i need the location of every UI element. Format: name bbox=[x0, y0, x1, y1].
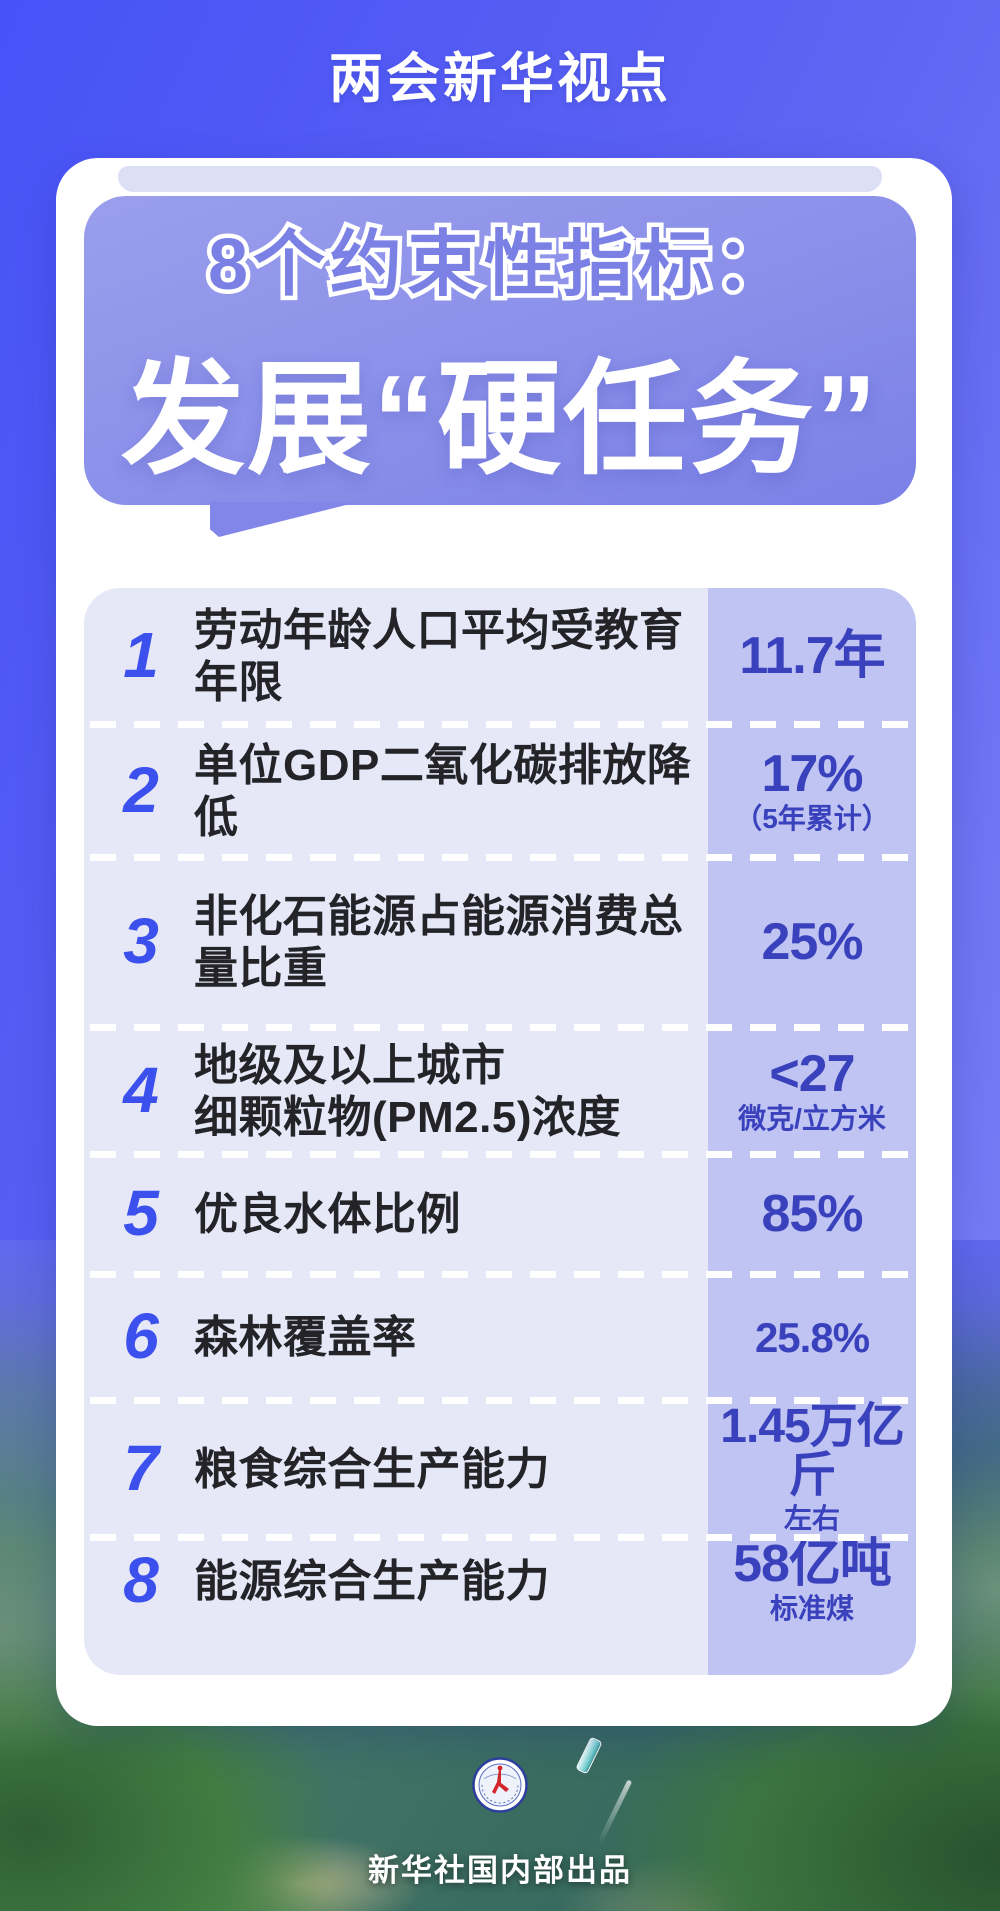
row-value: 1.45万亿斤 bbox=[720, 1400, 904, 1503]
row-value: 17% bbox=[761, 744, 863, 803]
row-number: 3 bbox=[123, 905, 159, 977]
row-label: 能源综合生产能力 bbox=[194, 1556, 550, 1608]
row-number: 8 bbox=[123, 1543, 159, 1616]
row-value-area: 85% bbox=[708, 1155, 916, 1275]
content-card: 8个约束性指标： 8个约束性指标： 发展“硬任务” 1 劳动年龄人口平均受教育年… bbox=[56, 158, 952, 1726]
table-row: 3 非化石能源占能源消费总量比重 25% bbox=[84, 854, 916, 1028]
indicator-rows: 1 劳动年龄人口平均受教育年限 11.7年 2 bbox=[84, 588, 916, 1675]
row-label-line1: 优良水体比例 bbox=[194, 1190, 461, 1240]
row-label: 劳动年龄人口平均受教育年限 bbox=[194, 605, 708, 709]
row-label: 地级及以上城市 细颗粒物(PM2.5)浓度 bbox=[194, 1040, 621, 1144]
row-value-area: 58亿吨 标准煤 bbox=[708, 1535, 916, 1625]
title-speech-bubble: 8个约束性指标： 8个约束性指标： 发展“硬任务” bbox=[84, 196, 916, 505]
row-number: 2 bbox=[123, 753, 159, 826]
card-fold-decoration bbox=[118, 166, 882, 192]
row-number: 4 bbox=[123, 1053, 159, 1126]
row-label-line1: 单位GDP二氧化碳排放降低 bbox=[194, 740, 692, 842]
row-number: 1 bbox=[123, 618, 159, 691]
row-value-unit: 标准煤 bbox=[769, 1593, 854, 1625]
row-number: 6 bbox=[123, 1300, 159, 1372]
subtitle: 8个约束性指标： 8个约束性指标： bbox=[203, 223, 793, 308]
row-value-unit: 微克/立方米 bbox=[738, 1102, 886, 1134]
row-label-line1: 森林覆盖率 bbox=[194, 1313, 417, 1363]
table-row: 2 单位GDP二氧化碳排放降低 17% （5年累计） bbox=[84, 721, 916, 858]
table-row: 6 森林覆盖率 25.8% bbox=[84, 1271, 916, 1401]
table-row: 4 地级及以上城市 细颗粒物(PM2.5)浓度 <27 微克/立方米 bbox=[84, 1024, 916, 1155]
row-value: 25.8% bbox=[754, 1313, 870, 1361]
row-label-area: 2 单位GDP二氧化碳排放降低 bbox=[84, 740, 708, 844]
table-row: 1 劳动年龄人口平均受教育年限 11.7年 bbox=[84, 588, 916, 725]
row-value-area: 11.7年 bbox=[708, 588, 916, 725]
value-column-background bbox=[708, 588, 916, 1675]
xinhua-emblem-icon bbox=[472, 1757, 528, 1813]
row-label-area: 1 劳动年龄人口平均受教育年限 bbox=[84, 605, 708, 709]
row-label-area: 5 优良水体比例 bbox=[84, 1177, 708, 1252]
publisher-credit: 新华社国内部出品 bbox=[368, 1853, 632, 1888]
row-label-area: 8 能源综合生产能力 bbox=[84, 1543, 708, 1619]
row-label-line1: 地级及以上城市 bbox=[194, 1040, 506, 1090]
table-row: 8 能源综合生产能力 58亿吨 标准煤 bbox=[84, 1533, 916, 1625]
row-label: 森林覆盖率 bbox=[194, 1312, 417, 1364]
row-number: 5 bbox=[123, 1177, 159, 1249]
row-label: 单位GDP二氧化碳排放降低 bbox=[194, 740, 708, 844]
speech-bubble-tail bbox=[210, 502, 358, 537]
row-number: 7 bbox=[123, 1431, 159, 1504]
row-value-area: 25% bbox=[708, 858, 916, 1028]
row-value: 85% bbox=[761, 1185, 863, 1244]
row-value: 58亿吨 bbox=[733, 1535, 892, 1593]
row-value-unit: （5年累计） bbox=[734, 802, 890, 834]
row-label: 优良水体比例 bbox=[194, 1189, 461, 1241]
main-title: 发展“硬任务” bbox=[120, 351, 879, 489]
banner-title: 两会新华视点 bbox=[329, 49, 671, 109]
row-label-line1: 能源综合生产能力 bbox=[194, 1556, 550, 1606]
row-label-line1: 粮食综合生产能力 bbox=[194, 1444, 550, 1494]
row-value-area: <27 微克/立方米 bbox=[708, 1028, 916, 1155]
row-value: <27 bbox=[769, 1044, 855, 1103]
row-label-area: 3 非化石能源占能源消费总量比重 bbox=[84, 891, 708, 995]
indicator-table: 1 劳动年龄人口平均受教育年限 11.7年 2 bbox=[84, 588, 916, 1675]
row-label: 粮食综合生产能力 bbox=[194, 1444, 550, 1496]
table-row: 5 优良水体比例 85% bbox=[84, 1151, 916, 1275]
row-value-area: 17% （5年累计） bbox=[708, 725, 916, 858]
row-label-area: 6 森林覆盖率 bbox=[84, 1300, 708, 1375]
row-label-line2: 细颗粒物(PM2.5)浓度 bbox=[194, 1092, 621, 1142]
row-label-line1: 劳动年龄人口平均受教育年限 bbox=[194, 605, 684, 707]
row-value: 11.7年 bbox=[739, 626, 885, 685]
row-label-line1: 非化石能源占能源消费总量比重 bbox=[194, 892, 684, 993]
row-value-area: 1.45万亿斤 左右 bbox=[708, 1401, 916, 1538]
row-label-area: 7 粮食综合生产能力 bbox=[84, 1431, 708, 1507]
row-value: 25% bbox=[761, 913, 863, 972]
row-value-area: 25.8% bbox=[708, 1275, 916, 1401]
row-label-area: 4 地级及以上城市 细颗粒物(PM2.5)浓度 bbox=[84, 1040, 708, 1144]
table-row: 7 粮食综合生产能力 1.45万亿斤 左右 bbox=[84, 1397, 916, 1538]
row-value-unit: 左右 bbox=[783, 1503, 840, 1535]
row-label: 非化石能源占能源消费总量比重 bbox=[194, 891, 708, 995]
